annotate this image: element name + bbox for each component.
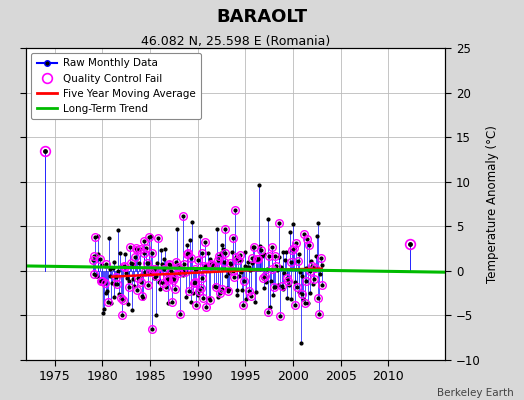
Y-axis label: Temperature Anomaly (°C): Temperature Anomaly (°C) — [486, 125, 499, 283]
Text: Berkeley Earth: Berkeley Earth — [437, 388, 514, 398]
Text: BARAOLT: BARAOLT — [216, 8, 308, 26]
Title: 46.082 N, 25.598 E (Romania): 46.082 N, 25.598 E (Romania) — [141, 35, 331, 48]
Legend: Raw Monthly Data, Quality Control Fail, Five Year Moving Average, Long-Term Tren: Raw Monthly Data, Quality Control Fail, … — [31, 53, 201, 119]
